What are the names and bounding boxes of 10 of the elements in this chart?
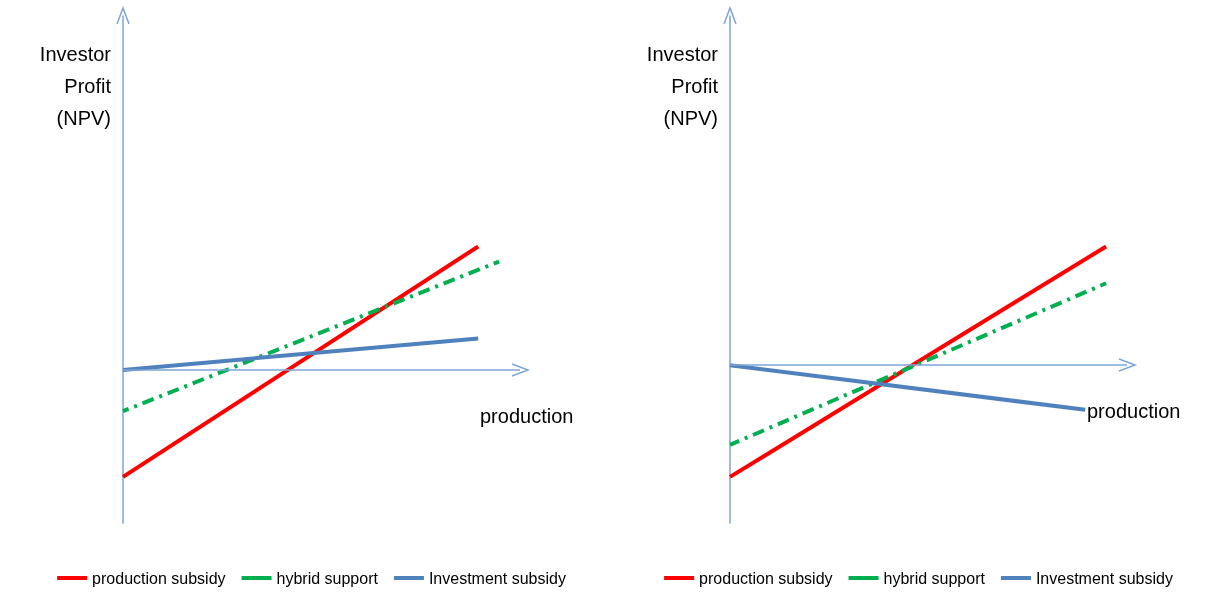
legend-label: hybrid support: [276, 569, 379, 587]
legend-label: production subsidy: [92, 569, 226, 587]
x-axis-title: production: [480, 405, 574, 428]
legend-label: production subsidy: [699, 569, 833, 587]
legend-label: Investment subsidy: [1035, 569, 1173, 587]
y-axis-title: Investor Profit (NPV): [646, 43, 719, 129]
legend-label: Investment subsidy: [428, 569, 566, 587]
legend-label: hybrid support: [883, 569, 986, 587]
x-axis-title: production: [1087, 400, 1181, 423]
y-axis-title: Investor Profit (NPV): [39, 43, 112, 129]
